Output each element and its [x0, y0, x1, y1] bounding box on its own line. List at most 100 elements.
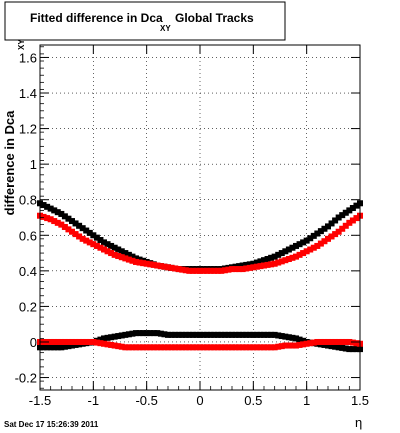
data-point — [321, 238, 328, 245]
data-point — [122, 255, 129, 262]
data-point — [51, 338, 58, 345]
data-point — [97, 244, 104, 251]
x-tick-label: 1.5 — [351, 393, 369, 408]
data-point — [44, 215, 51, 222]
series-3 — [37, 338, 363, 351]
data-point — [111, 251, 118, 258]
data-point — [335, 338, 342, 345]
data-point — [54, 219, 61, 226]
data-point — [168, 331, 175, 338]
data-point — [197, 344, 203, 351]
data-point — [143, 260, 150, 267]
data-point — [232, 266, 239, 273]
data-point — [236, 344, 243, 351]
data-point — [122, 344, 129, 351]
data-point — [44, 203, 51, 210]
data-point — [115, 246, 122, 253]
data-point — [154, 330, 161, 337]
data-point — [225, 344, 232, 351]
data-point — [353, 215, 360, 222]
data-point — [193, 267, 200, 274]
data-point — [257, 344, 264, 351]
data-point — [346, 346, 353, 353]
data-point — [83, 237, 90, 244]
data-point — [86, 229, 93, 236]
data-point — [264, 261, 271, 268]
data-point — [86, 239, 93, 246]
data-point — [179, 266, 186, 273]
data-point — [282, 342, 289, 349]
data-point — [61, 343, 68, 350]
data-point — [161, 344, 168, 351]
data-point — [157, 330, 164, 337]
data-point — [182, 267, 189, 274]
data-point — [289, 342, 296, 349]
data-point — [90, 338, 97, 345]
data-point — [300, 341, 307, 348]
data-point — [143, 330, 150, 337]
data-point — [186, 331, 193, 338]
chart-title-suffix: Global Tracks — [175, 11, 254, 25]
data-point — [104, 341, 111, 348]
data-point — [140, 344, 147, 351]
data-point — [129, 253, 136, 260]
series-1 — [37, 212, 363, 274]
data-point — [335, 214, 342, 221]
data-point — [332, 338, 339, 345]
data-point — [275, 259, 282, 266]
chart-title-subscript: XY — [160, 24, 171, 33]
data-point — [257, 258, 264, 265]
data-point — [211, 331, 218, 338]
data-point — [175, 344, 182, 351]
data-point — [214, 267, 221, 274]
data-point — [332, 217, 339, 224]
data-point — [58, 221, 65, 228]
data-point — [257, 263, 264, 270]
data-point — [90, 241, 97, 248]
data-point — [140, 260, 147, 267]
data-point — [225, 266, 232, 273]
data-point — [325, 338, 331, 345]
data-point — [289, 244, 296, 251]
data-point — [125, 251, 132, 258]
data-point — [47, 338, 54, 345]
data-point — [97, 340, 104, 347]
data-point — [253, 263, 260, 270]
data-point — [325, 342, 331, 349]
data-point — [246, 331, 253, 338]
data-point — [72, 220, 79, 227]
data-point — [69, 228, 75, 235]
data-point — [65, 338, 72, 345]
data-point — [51, 218, 58, 225]
x-axis-title: η — [355, 415, 362, 430]
data-point — [339, 212, 346, 219]
x-tick-label: 0 — [196, 393, 203, 408]
data-point — [250, 264, 257, 271]
data-point — [300, 239, 307, 246]
data-point — [214, 344, 221, 351]
data-point — [200, 331, 207, 338]
data-point — [332, 231, 339, 238]
x-tick-label: -1 — [88, 393, 100, 408]
data-point — [115, 343, 122, 350]
data-point — [125, 331, 132, 338]
data-point — [133, 330, 139, 337]
data-point — [278, 250, 285, 257]
y-tick-label: 0 — [30, 335, 37, 350]
data-point — [310, 339, 317, 346]
data-point — [69, 338, 75, 345]
data-point — [218, 267, 225, 274]
data-point — [285, 334, 292, 341]
data-point — [175, 266, 182, 273]
data-point — [136, 259, 143, 266]
data-point — [282, 257, 289, 264]
data-point — [282, 248, 289, 255]
data-point — [346, 219, 353, 226]
data-point — [261, 257, 267, 264]
title-frame — [4, 1, 286, 41]
data-point — [243, 265, 250, 272]
data-point — [168, 264, 175, 271]
data-point — [207, 267, 214, 274]
data-point — [58, 210, 65, 217]
